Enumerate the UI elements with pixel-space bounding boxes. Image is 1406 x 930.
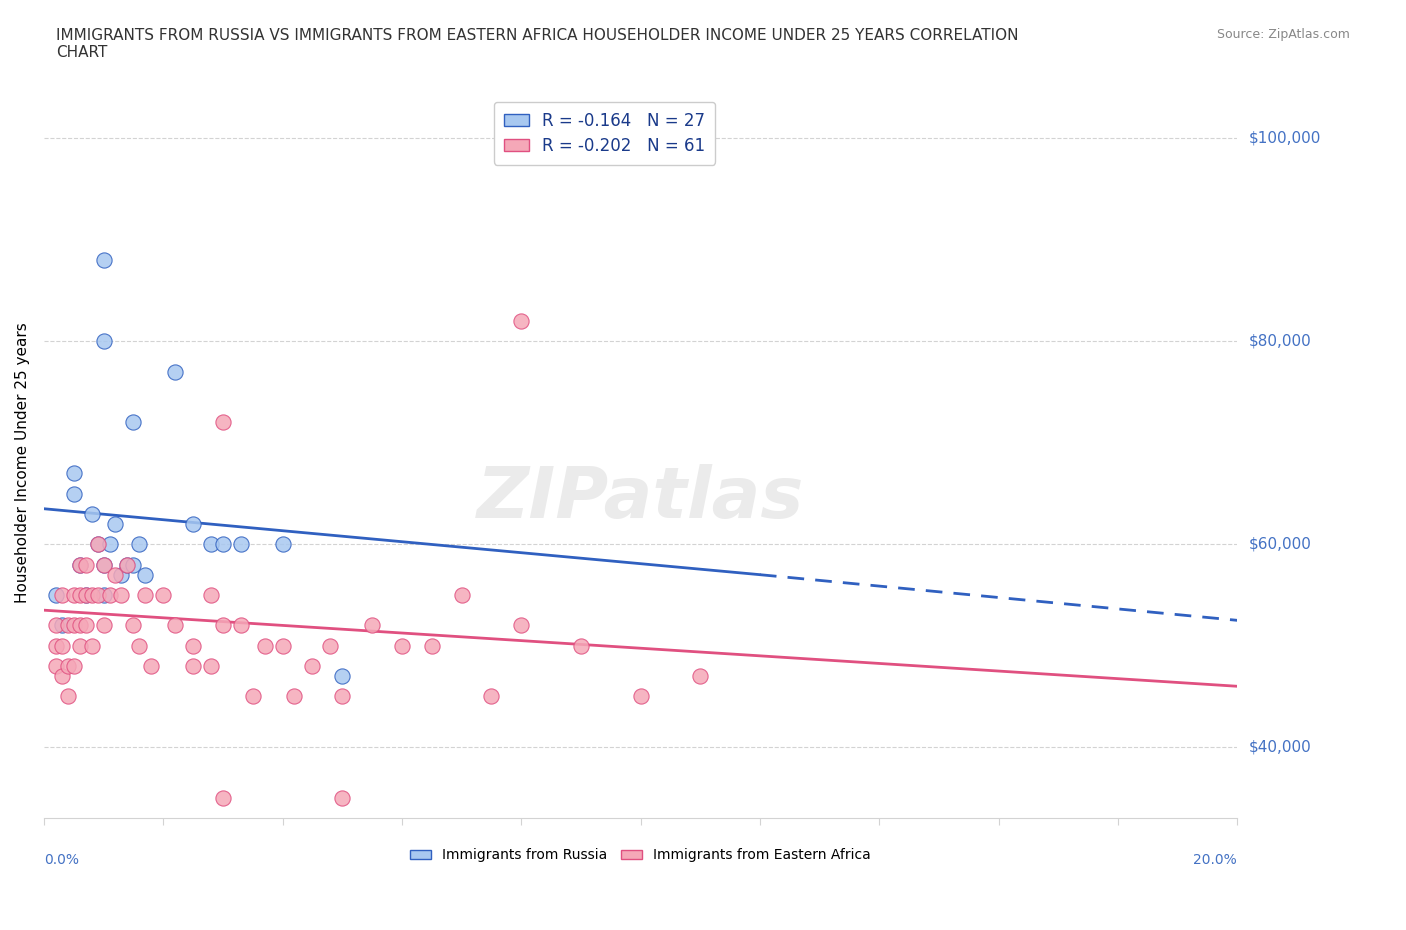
Point: [330, 669, 353, 684]
Point: [80, 638, 103, 653]
Point: [45, 658, 67, 673]
Point: [75, 618, 97, 632]
Point: [510, 313, 533, 328]
Point: [253, 638, 276, 653]
Point: [242, 689, 264, 704]
Point: [110, 567, 132, 582]
Point: [165, 618, 187, 632]
Point: [141, 658, 163, 673]
Point: [45, 618, 67, 632]
Point: [391, 638, 413, 653]
Point: [271, 537, 294, 551]
Point: [93, 618, 115, 632]
Point: [75, 588, 97, 603]
Point: [51, 618, 73, 632]
Point: [569, 638, 592, 653]
Point: [62, 658, 84, 673]
Point: [181, 638, 204, 653]
Point: [98, 588, 121, 603]
Y-axis label: Householder Income Under 25 years: Householder Income Under 25 years: [15, 323, 30, 604]
Point: [229, 618, 252, 632]
Point: [93, 557, 115, 572]
Point: [212, 618, 235, 632]
Point: [110, 588, 132, 603]
Point: [165, 365, 187, 379]
Point: [104, 516, 127, 531]
Point: [212, 537, 235, 551]
Point: [117, 557, 139, 572]
Point: [69, 618, 91, 632]
Text: Source: ZipAtlas.com: Source: ZipAtlas.com: [1216, 28, 1350, 41]
Point: [45, 588, 67, 603]
Point: [420, 638, 443, 653]
Text: $40,000: $40,000: [1249, 739, 1310, 754]
Point: [86, 537, 108, 551]
Point: [80, 588, 103, 603]
Point: [361, 618, 384, 632]
Point: [69, 588, 91, 603]
Point: [200, 588, 222, 603]
Point: [229, 537, 252, 551]
Point: [479, 689, 502, 704]
Point: [283, 689, 305, 704]
Point: [93, 588, 115, 603]
Text: $80,000: $80,000: [1249, 334, 1310, 349]
Point: [181, 658, 204, 673]
Point: [98, 537, 121, 551]
Point: [212, 415, 235, 430]
Text: $100,000: $100,000: [1249, 131, 1320, 146]
Point: [69, 557, 91, 572]
Text: 20.0%: 20.0%: [1194, 853, 1237, 867]
Point: [330, 790, 353, 805]
Text: ZIPatlas: ZIPatlas: [477, 464, 804, 533]
Point: [689, 669, 711, 684]
Point: [62, 588, 84, 603]
Point: [93, 334, 115, 349]
Point: [69, 638, 91, 653]
Point: [62, 466, 84, 481]
Point: [122, 618, 145, 632]
Point: [212, 790, 235, 805]
Point: [93, 253, 115, 268]
Point: [51, 588, 73, 603]
Point: [75, 588, 97, 603]
Point: [122, 415, 145, 430]
Point: [93, 557, 115, 572]
Point: [181, 516, 204, 531]
Point: [51, 669, 73, 684]
Point: [62, 486, 84, 501]
Text: $60,000: $60,000: [1249, 537, 1312, 551]
Text: 0.0%: 0.0%: [44, 853, 79, 867]
Point: [56, 689, 79, 704]
Point: [56, 618, 79, 632]
Point: [319, 638, 342, 653]
Point: [122, 557, 145, 572]
Point: [510, 618, 533, 632]
Point: [51, 638, 73, 653]
Point: [86, 537, 108, 551]
Point: [69, 557, 91, 572]
Point: [134, 567, 156, 582]
Point: [200, 658, 222, 673]
Point: [301, 658, 323, 673]
Point: [271, 638, 294, 653]
Point: [134, 588, 156, 603]
Text: IMMIGRANTS FROM RUSSIA VS IMMIGRANTS FROM EASTERN AFRICA HOUSEHOLDER INCOME UNDE: IMMIGRANTS FROM RUSSIA VS IMMIGRANTS FRO…: [56, 28, 1019, 60]
Point: [62, 618, 84, 632]
Point: [128, 537, 150, 551]
Point: [75, 557, 97, 572]
Point: [80, 506, 103, 521]
Point: [330, 689, 353, 704]
Point: [117, 557, 139, 572]
Point: [45, 638, 67, 653]
Point: [630, 689, 652, 704]
Point: [56, 658, 79, 673]
Point: [152, 588, 174, 603]
Legend: Immigrants from Russia, Immigrants from Eastern Africa: Immigrants from Russia, Immigrants from …: [405, 843, 876, 868]
Point: [86, 588, 108, 603]
Point: [104, 567, 127, 582]
Point: [450, 588, 472, 603]
Point: [128, 638, 150, 653]
Point: [200, 537, 222, 551]
